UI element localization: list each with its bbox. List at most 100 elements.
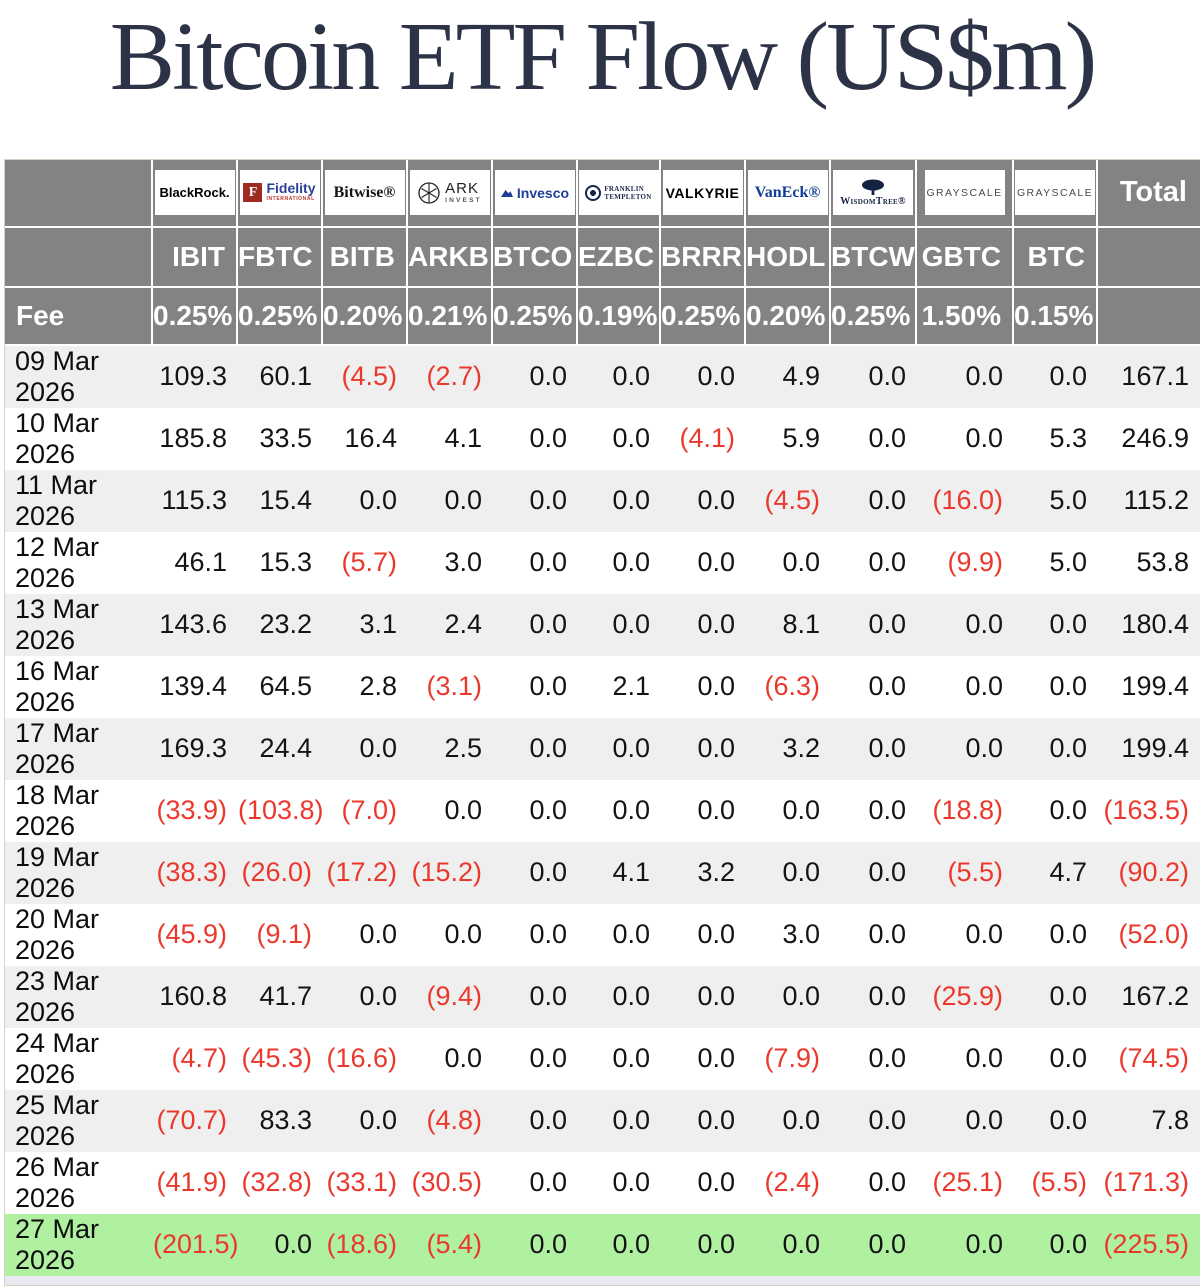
row-date: 19 Mar 2026 — [5, 841, 153, 904]
flow-value: 0.0 — [917, 407, 1014, 470]
flow-value: 3.2 — [661, 841, 746, 904]
row-total: 246.9 — [1098, 407, 1200, 470]
fee-arkb: 0.21% — [408, 287, 493, 346]
flow-value: 0.0 — [917, 593, 1014, 656]
flow-value: (3.1) — [408, 655, 493, 718]
flow-value: 185.8 — [153, 407, 238, 470]
table-row: 27 Mar 2026 (201.5) 0.0 (18.6) (5.4) 0.0 0.0 0.… — [5, 1213, 1200, 1276]
row-date: 18 Mar 2026 — [5, 779, 153, 842]
flow-value: 0.0 — [831, 965, 917, 1028]
header-ark: ARK INVEST — [408, 159, 493, 228]
total-column-header: Total — [1098, 159, 1200, 228]
flow-value: 0.0 — [408, 1027, 493, 1090]
bitwise-wordmark: Bitwise® — [333, 183, 396, 201]
row-total: 199.4 — [1098, 655, 1200, 718]
table-row: 10 Mar 2026 185.8 33.5 16.4 4.1 0.0 0.0 (4.1) 5.… — [5, 407, 1200, 470]
flow-value: 0.0 — [493, 903, 578, 966]
flow-value: 0.0 — [831, 903, 917, 966]
ticker-btco: BTCO — [493, 227, 578, 288]
flow-value: 0.0 — [323, 717, 408, 780]
row-total: (52.0) — [1098, 903, 1200, 966]
row-total: 167.2 — [1098, 965, 1200, 1028]
row-date: 10 Mar 2026 — [5, 407, 153, 470]
flow-value: 0.0 — [917, 903, 1014, 966]
partial-next-row — [5, 1275, 1200, 1285]
row-total: (74.5) — [1098, 1027, 1200, 1090]
flow-value: 60.1 — [238, 345, 323, 408]
flow-value: 0.0 — [746, 965, 831, 1028]
fee-btcw: 0.25% — [831, 287, 917, 346]
flow-value: 24.4 — [238, 717, 323, 780]
wisdomtree-tree-icon — [862, 179, 884, 195]
flow-value: 5.0 — [1014, 469, 1098, 532]
header-valkyrie: VALKYRIE — [661, 159, 746, 228]
flow-value: (16.6) — [323, 1027, 408, 1090]
flow-value: 0.0 — [408, 779, 493, 842]
logo-header-row: BlackRock. F Fidelity INTERNATIONAL Bitw… — [5, 159, 1200, 228]
header-franklin-templeton: FRANKLIN TEMPLETON — [578, 159, 661, 228]
blackrock-wordmark: BlackRock. — [159, 185, 230, 201]
fee-btco: 0.25% — [493, 287, 578, 346]
row-total: 199.4 — [1098, 717, 1200, 780]
fidelity-logo: F Fidelity INTERNATIONAL — [239, 170, 320, 216]
flow-value: 0.0 — [323, 903, 408, 966]
ticker-gbtc: GBTC — [917, 227, 1014, 288]
flow-value: 0.0 — [1014, 903, 1098, 966]
fee-brrr: 0.25% — [661, 287, 746, 346]
fee-gbtc: 1.50% — [917, 287, 1014, 346]
vaneck-wordmark: VanEck® — [754, 183, 821, 201]
flow-value: 46.1 — [153, 531, 238, 594]
flow-value: (18.8) — [917, 779, 1014, 842]
row-date: 13 Mar 2026 — [5, 593, 153, 656]
franklin-seal-icon — [585, 184, 602, 201]
row-date: 23 Mar 2026 — [5, 965, 153, 1028]
valkyrie-wordmark: VALKYRIE — [665, 184, 740, 201]
flow-value: 33.5 — [238, 407, 323, 470]
flow-value: (32.8) — [238, 1151, 323, 1214]
row-date: 25 Mar 2026 — [5, 1089, 153, 1152]
row-total: (163.5) — [1098, 779, 1200, 842]
table-row: 16 Mar 2026 139.4 64.5 2.8 (3.1) 0.0 2.1 0.0 (6.… — [5, 655, 1200, 718]
flow-value: 0.0 — [323, 965, 408, 1028]
flow-value: 0.0 — [661, 345, 746, 408]
flow-value: 0.0 — [661, 717, 746, 780]
flow-value: (15.2) — [408, 841, 493, 904]
flow-value: 0.0 — [1014, 779, 1098, 842]
flow-value: 8.1 — [746, 593, 831, 656]
flow-value: 0.0 — [746, 779, 831, 842]
flow-value: 4.9 — [746, 345, 831, 408]
flow-value: 0.0 — [917, 345, 1014, 408]
flow-value: 0.0 — [661, 593, 746, 656]
grayscale-wordmark: GRAYSCALE — [926, 186, 1003, 199]
table-row: 17 Mar 2026 169.3 24.4 0.0 2.5 0.0 0.0 0.0 3.2 0.… — [5, 717, 1200, 780]
flow-value: 5.9 — [746, 407, 831, 470]
fidelity-f-icon: F — [243, 183, 263, 203]
flow-value: (33.9) — [153, 779, 238, 842]
wisdomtree-wordmark: WisdomTree® — [840, 195, 906, 207]
ark-wordmark: ARK — [445, 179, 479, 197]
flow-value: 41.7 — [238, 965, 323, 1028]
flow-value: 3.2 — [746, 717, 831, 780]
blackrock-logo: BlackRock. — [154, 170, 235, 216]
ticker-ibit: IBIT — [153, 227, 238, 288]
flow-value: 0.0 — [578, 345, 661, 408]
flow-value: (38.3) — [153, 841, 238, 904]
ticker-btcw: BTCW — [831, 227, 917, 288]
flow-value: 0.0 — [831, 1213, 917, 1276]
flow-value: 0.0 — [578, 469, 661, 532]
flow-value: 0.0 — [661, 1027, 746, 1090]
partial-next-row-cell — [5, 1275, 1200, 1285]
flow-value: 0.0 — [408, 469, 493, 532]
ticker-brrr: BRRR — [661, 227, 746, 288]
fee-row: Fee 0.25% 0.25% 0.20% 0.21% 0.25% 0.19% … — [5, 287, 1200, 346]
row-date: 09 Mar 2026 — [5, 345, 153, 408]
flow-value: (41.9) — [153, 1151, 238, 1214]
flow-value: 0.0 — [1014, 965, 1098, 1028]
flow-value: 2.5 — [408, 717, 493, 780]
bitwise-logo: Bitwise® — [324, 170, 405, 216]
flow-value: 0.0 — [831, 1151, 917, 1214]
invesco-wordmark: Invesco — [516, 184, 570, 201]
flow-value: 64.5 — [238, 655, 323, 718]
flow-value: 3.0 — [746, 903, 831, 966]
flow-value: 0.0 — [578, 717, 661, 780]
